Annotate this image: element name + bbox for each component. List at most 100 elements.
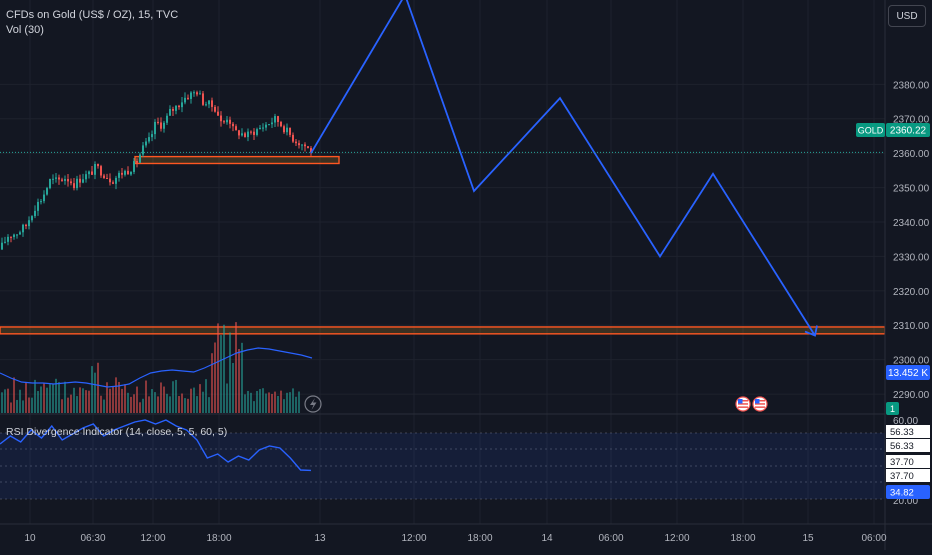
candle-body [133, 161, 135, 172]
volume-bar [268, 392, 270, 413]
price-tick-label: 2330.00 [893, 252, 930, 263]
candle-body [136, 161, 138, 163]
volume-bar [292, 388, 294, 413]
symbol-tag-text: GOLD [858, 126, 884, 136]
volume-bar [280, 390, 282, 413]
symbol-title[interactable]: CFDs on Gold (US$ / OZ), 15, TVC [6, 9, 179, 21]
volume-bar [64, 381, 66, 413]
time-tick-label: 06:30 [80, 533, 105, 544]
candle-body [142, 145, 144, 155]
volume-bar [124, 384, 126, 413]
rsi-line [0, 419, 312, 472]
volume-bar [79, 387, 81, 413]
volume-bar [283, 399, 285, 413]
currency-button[interactable]: USD [888, 5, 926, 27]
price-tick-label: 2380.00 [893, 80, 930, 91]
volume-bar [229, 332, 231, 413]
volume-bar [91, 366, 93, 413]
price-tick-label: 2350.00 [893, 184, 930, 195]
volume-bar [157, 396, 159, 413]
candle-body [250, 131, 252, 133]
rsi-tag-bg-1 [886, 425, 930, 438]
volume-bar [184, 398, 186, 413]
symbol-price-tag: GOLD 2360.22 [856, 123, 930, 137]
volume-bar [187, 398, 189, 413]
volume-bar [31, 397, 33, 413]
zone-box [134, 155, 340, 165]
candle-body [46, 188, 48, 195]
rsi-tag-5: 34.82 [890, 488, 914, 499]
candle-body [130, 171, 132, 175]
volume-ma-line [0, 347, 313, 388]
volume-bar [43, 383, 45, 413]
volume-bar [94, 372, 96, 413]
candle-body [190, 92, 192, 99]
volume-bar [25, 382, 27, 413]
volume-bar [76, 396, 78, 413]
volume-bar [61, 399, 63, 413]
volume-bar [145, 380, 147, 413]
price-tick-label: 2310.00 [893, 321, 930, 332]
lightning-icon[interactable] [304, 395, 322, 413]
candle-body [166, 115, 168, 123]
volume-bar [148, 396, 150, 413]
candle-body [7, 236, 9, 242]
volume-bar [109, 388, 111, 413]
volume-bar [160, 382, 162, 413]
rsi-indicator-title[interactable]: RSI Divergence Indicator (14, close, 5, … [6, 426, 227, 438]
zone-box [0, 326, 886, 335]
volume-bar [178, 396, 180, 413]
volume-bar [70, 394, 72, 413]
candle-body [241, 133, 243, 136]
candle-body [280, 121, 282, 127]
volume-bar [238, 348, 240, 413]
rsi-tag-bg-2 [886, 439, 930, 452]
volume-bar [118, 381, 120, 413]
candle-body [85, 174, 87, 180]
projection-path [310, 0, 816, 337]
candle-body [4, 241, 6, 243]
us-flag-icon[interactable] [735, 396, 751, 412]
candle-body [274, 116, 276, 123]
candle-body [22, 224, 24, 233]
time-axis-ticks: 10 06:30 12:00 18:00 13 12:00 18:00 14 06:00 12:0… [24, 533, 887, 544]
volume-value-text: 13.452 K [888, 368, 928, 379]
candle-body [244, 133, 246, 138]
volume-bar [223, 324, 225, 413]
candle-body [52, 178, 54, 180]
candle-body [160, 122, 162, 129]
candle-body [277, 116, 279, 122]
volume-bar [121, 388, 123, 413]
us-flag-icon[interactable] [752, 396, 768, 412]
candle-body [139, 154, 141, 163]
candle-body [151, 134, 153, 138]
volume-bar [106, 382, 108, 413]
pane-badge: 1 [886, 402, 899, 415]
volume-bar [226, 383, 228, 413]
rsi-tag-3: 37.70 [890, 457, 914, 468]
candle-body [31, 216, 33, 221]
volume-bar [193, 387, 195, 413]
volume-bar [271, 393, 273, 413]
candle-body [124, 170, 126, 175]
candle-body [271, 122, 273, 125]
volume-label[interactable]: Vol (30) [6, 24, 44, 36]
volume-bar [100, 395, 102, 413]
rsi-tick-label: 60.00 [893, 416, 918, 427]
volume-bar [265, 393, 267, 413]
rsi-tag-2: 56.33 [890, 441, 914, 452]
candle-body [13, 234, 15, 238]
volume-bar [67, 397, 69, 413]
candle-body [259, 127, 261, 130]
candle-body [187, 97, 189, 99]
candle-body [310, 148, 312, 153]
volume-bar [208, 397, 210, 413]
candle-body [262, 127, 264, 129]
candle-body [163, 122, 165, 129]
candle-body [34, 210, 36, 217]
candle-body [10, 236, 12, 238]
candle-body [223, 121, 225, 123]
volume-bar [16, 399, 18, 413]
